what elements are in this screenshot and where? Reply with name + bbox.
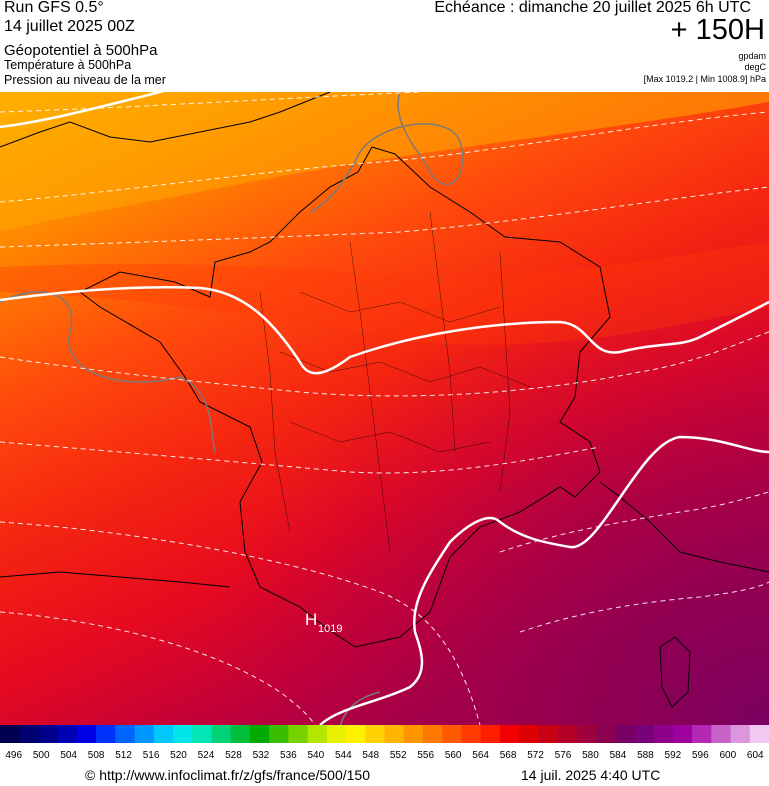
scale-label: 556 xyxy=(417,750,434,761)
scale-swatch xyxy=(749,725,769,743)
scale-swatch xyxy=(269,725,289,743)
scale-label: 496 xyxy=(5,750,22,761)
scale-swatch xyxy=(403,725,424,743)
scale-swatch xyxy=(653,725,674,743)
scale-label: 536 xyxy=(280,750,297,761)
high-pressure-marker: H xyxy=(305,610,317,629)
scale-label: 512 xyxy=(115,750,132,761)
scale-swatch xyxy=(57,725,78,743)
scale-swatch xyxy=(672,725,693,743)
scale-label: 552 xyxy=(390,750,407,761)
scale-swatch xyxy=(96,725,116,743)
scale-label: 524 xyxy=(198,750,215,761)
scale-swatch xyxy=(538,725,559,743)
band-mid xyxy=(0,242,769,345)
high-pressure-value: 1019 xyxy=(318,623,342,635)
scale-label: 564 xyxy=(472,750,489,761)
scale-swatch xyxy=(634,725,655,743)
scale-swatch xyxy=(365,725,386,743)
lead-time: + 150H xyxy=(670,14,765,46)
scale-swatch xyxy=(346,725,366,743)
scale-swatch xyxy=(76,725,97,743)
scale-label: 500 xyxy=(33,750,50,761)
scale-label: 532 xyxy=(253,750,270,761)
scale-label: 516 xyxy=(143,750,160,761)
unit-degc: degC xyxy=(744,62,766,72)
contour-mid xyxy=(0,286,769,375)
max-min-pressure: [Max 1019.2 | Min 1008.9] hPa xyxy=(643,74,766,84)
scale-swatch xyxy=(0,725,20,743)
scale-label: 544 xyxy=(335,750,352,761)
scale-label: 508 xyxy=(88,750,105,761)
scale-swatch xyxy=(461,725,482,743)
italy-coast xyxy=(599,481,769,573)
scale-swatch xyxy=(519,725,539,743)
scale-swatch xyxy=(576,725,597,743)
spain-coast xyxy=(0,571,231,588)
scale-swatch xyxy=(326,725,347,743)
scale-label: 600 xyxy=(719,750,736,761)
scale-swatch xyxy=(615,725,635,743)
scale-label: 580 xyxy=(582,750,599,761)
echeance-label: Echéance : dimanche 20 juillet 2025 6h U… xyxy=(434,0,751,16)
scale-swatch xyxy=(38,725,59,743)
contour-north xyxy=(0,92,165,129)
scale-label: 540 xyxy=(307,750,324,761)
field-pressure: Pression au niveau de la mer xyxy=(4,73,166,87)
scale-label: 520 xyxy=(170,750,187,761)
scale-swatch xyxy=(442,725,462,743)
scale-label: 576 xyxy=(555,750,572,761)
scale-swatch xyxy=(499,725,520,743)
corsica xyxy=(659,636,691,708)
scale-label: 592 xyxy=(665,750,682,761)
scale-swatch xyxy=(307,725,328,743)
scale-swatch xyxy=(249,725,270,743)
scale-label: 568 xyxy=(500,750,517,761)
scale-swatch xyxy=(153,725,174,743)
uk-coast xyxy=(0,92,331,148)
weather-map: H 1019 xyxy=(0,92,769,725)
scale-label: 528 xyxy=(225,750,242,761)
run-date: 14 juillet 2025 00Z xyxy=(4,18,135,35)
scale-label: 504 xyxy=(60,750,77,761)
field-geopotential: Géopotentiel à 500hPa xyxy=(4,42,158,59)
source-url[interactable]: © http://www.infoclimat.fr/z/gfs/france/… xyxy=(85,767,370,783)
scale-swatch xyxy=(692,725,712,743)
scale-swatch xyxy=(422,725,443,743)
scale-label: 560 xyxy=(445,750,462,761)
scale-label: 548 xyxy=(362,750,379,761)
scale-swatch xyxy=(19,725,39,743)
scale-label: 572 xyxy=(527,750,544,761)
model-title: Run GFS 0.5° xyxy=(4,0,104,16)
field-temperature: Température à 500hPa xyxy=(4,58,132,72)
scale-swatch xyxy=(173,725,193,743)
scale-swatch xyxy=(192,725,212,743)
generated-timestamp: 14 juil. 2025 4:40 UTC xyxy=(521,767,661,783)
dashed-contours xyxy=(0,92,769,725)
scale-swatch xyxy=(230,725,251,743)
scale-swatch xyxy=(384,725,405,743)
scale-swatch xyxy=(557,725,578,743)
scale-swatch xyxy=(595,725,616,743)
scale-label: 588 xyxy=(637,750,654,761)
contour-south xyxy=(319,435,769,725)
unit-gpdam: gpdam xyxy=(738,51,766,61)
scale-swatch xyxy=(115,725,136,743)
color-scale: 496 500 504 508 512 516 520 524 528 532 536 540 544 5… xyxy=(0,725,769,761)
scale-swatch xyxy=(211,725,232,743)
scale-label: 596 xyxy=(692,750,709,761)
geopotential-contours xyxy=(0,92,769,725)
region-borders xyxy=(259,211,531,553)
scale-swatch xyxy=(134,725,155,743)
band-north xyxy=(0,92,769,232)
scale-swatch xyxy=(288,725,309,743)
scale-swatch xyxy=(711,725,732,743)
scale-label: 584 xyxy=(610,750,627,761)
scale-label: 604 xyxy=(747,750,764,761)
scale-swatch xyxy=(730,725,751,743)
scale-swatch xyxy=(480,725,501,743)
